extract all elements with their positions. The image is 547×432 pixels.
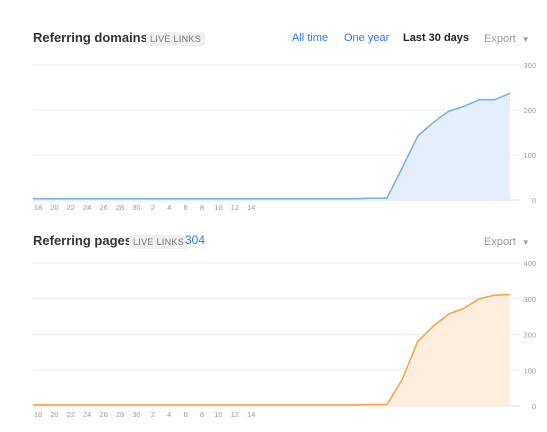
x-tick-label: 24 (83, 410, 91, 419)
referring-pages-count: 304 (185, 233, 206, 247)
x-tick-label: 2 (151, 203, 155, 212)
x-tick-label: 14 (247, 203, 255, 212)
x-tick-label: 30 (132, 203, 140, 212)
x-tick-label: 14 (247, 410, 255, 419)
x-tick-label: 4 (167, 203, 171, 212)
y-tick-label: 0 (532, 402, 536, 411)
export-pages-button[interactable]: Export ▼ (484, 236, 530, 248)
x-tick-label: 26 (99, 203, 107, 212)
y-tick-label: 0 (532, 196, 536, 205)
series-area (33, 294, 510, 406)
chevron-down-icon: ▼ (521, 35, 530, 44)
x-tick-label: 22 (67, 410, 75, 419)
x-tick-label: 8 (200, 410, 204, 419)
x-tick-label: 12 (231, 410, 239, 419)
x-tick-label: 10 (214, 203, 222, 212)
x-tick-label: 30 (132, 410, 140, 419)
range-last-30-days[interactable]: Last 30 days (403, 32, 470, 44)
chevron-down-icon: ▼ (521, 238, 530, 247)
y-tick-label: 400 (523, 259, 536, 268)
x-tick-label: 28 (116, 410, 124, 419)
export-label: Export (484, 33, 516, 45)
y-tick-label: 300 (523, 61, 536, 70)
x-tick-label: 10 (214, 410, 222, 419)
x-tick-label: 4 (167, 410, 171, 419)
x-tick-label: 18 (34, 410, 42, 419)
referring-pages-title: Referring pages (33, 233, 132, 248)
range-one-year[interactable]: One year (344, 32, 390, 44)
x-tick-label: 24 (83, 203, 91, 212)
range-all-time[interactable]: All time (292, 32, 329, 44)
x-tick-label: 18 (34, 203, 42, 212)
referring-domains-title: Referring domains (33, 30, 148, 45)
y-tick-label: 200 (523, 331, 536, 340)
live-links-badge: LIVE LINKS (146, 32, 206, 46)
series-line (33, 293, 511, 406)
y-tick-label: 100 (523, 366, 536, 375)
y-tick-label: 200 (523, 106, 536, 115)
export-domains-button[interactable]: Export ▼ (484, 33, 530, 45)
series-area (33, 93, 510, 200)
y-tick-label: 300 (523, 295, 536, 304)
x-tick-label: 6 (184, 203, 188, 212)
x-tick-label: 2 (151, 410, 155, 419)
x-tick-label: 26 (99, 410, 107, 419)
x-tick-label: 20 (50, 410, 58, 419)
x-tick-label: 12 (231, 203, 239, 212)
y-tick-label: 100 (523, 151, 536, 160)
x-tick-label: 8 (200, 203, 204, 212)
x-tick-label: 6 (184, 410, 188, 419)
x-tick-label: 20 (50, 203, 58, 212)
x-tick-label: 22 (67, 203, 75, 212)
export-label: Export (484, 236, 516, 248)
x-tick-label: 28 (116, 203, 124, 212)
series-line (33, 92, 511, 200)
live-links-badge-pages: LIVE LINKS (129, 235, 189, 249)
